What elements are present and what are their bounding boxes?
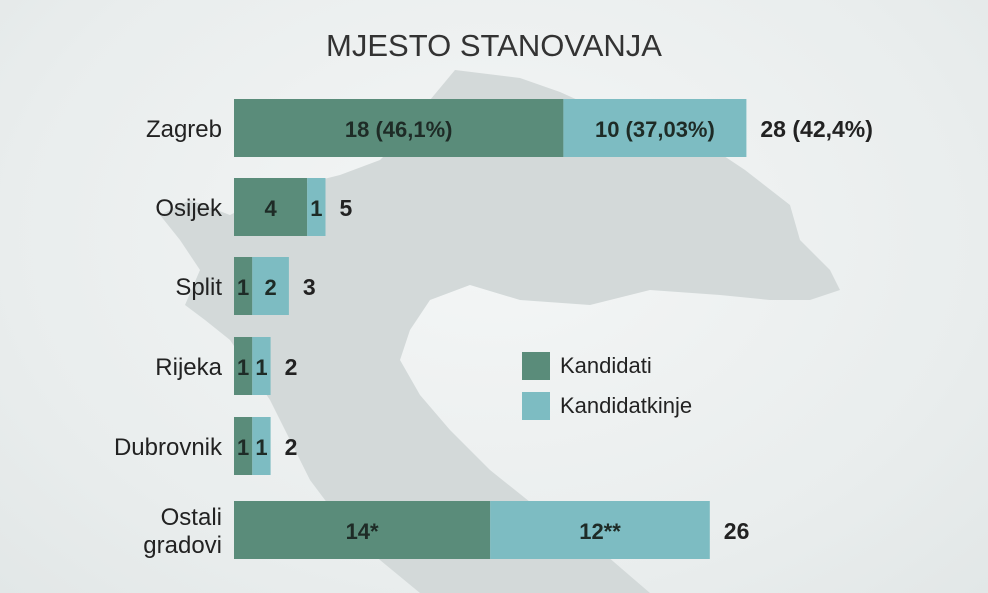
bar-kandidati [234,257,253,315]
bar-value-label: 14* [346,519,379,544]
chart-title: MJESTO STANOVANJA [326,28,662,63]
bar-kandidati [234,178,308,236]
bar-value-label: 12** [579,519,621,544]
bar-kandidatkinje [563,99,747,157]
category-label: Dubrovnik [114,434,223,461]
bar-value-label: 1 [237,275,249,300]
total-label: 5 [340,195,353,221]
legend-item-kandidati: Kandidati [522,346,692,386]
category-label: gradovi [143,532,222,559]
legend-swatch-kandidati [522,352,550,380]
bar-kandidati [234,337,253,395]
bar-kandidati [234,99,564,157]
bar-kandidatkinje [252,417,271,475]
category-label: Osijek [155,195,223,222]
bar-value-label: 1 [255,355,267,380]
total-label: 3 [303,274,316,300]
bar-value-label: 2 [264,275,276,300]
total-label: 2 [285,434,298,460]
legend-label-kandidati: Kandidati [560,353,652,378]
bar-kandidatkinje [252,257,289,315]
category-label: Zagreb [146,116,222,143]
bar-value-label: 1 [255,435,267,460]
bar-kandidati [234,417,253,475]
total-label: 28 (42,4%) [760,116,873,142]
bar-kandidatkinje [490,501,710,559]
bar-value-label: 1 [237,435,249,460]
bar-value-label: 18 (46,1%) [345,117,453,142]
total-label: 26 [724,518,750,544]
bar-kandidati [234,501,491,559]
bar-value-label: 10 (37,03%) [595,117,715,142]
category-label: Ostali [161,504,222,531]
legend-label-kandidatkinje: Kandidatkinje [560,393,693,418]
bar-value-label: 1 [310,196,322,221]
category-label: Split [175,274,222,301]
category-label: Rijeka [155,354,222,381]
total-label: 2 [285,354,298,380]
bar-value-label: 4 [264,196,277,221]
legend-swatch-kandidatkinje [522,392,550,420]
bar-value-label: 1 [237,355,249,380]
bar-kandidatkinje [307,178,326,236]
legend-item-kandidatkinje: Kandidatkinje [522,386,692,426]
legend: Kandidati Kandidatkinje [522,346,692,426]
bar-kandidatkinje [252,337,271,395]
